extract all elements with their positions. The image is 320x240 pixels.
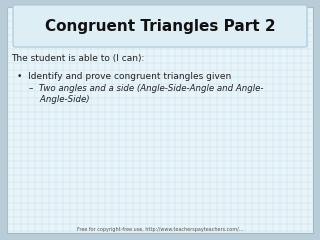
Text: Free for copyright-free use, http://www.teacherspayteachers.com/...: Free for copyright-free use, http://www.… [77,227,243,232]
Text: Congruent Triangles Part 2: Congruent Triangles Part 2 [45,18,275,34]
Text: •  Identify and prove congruent triangles given: • Identify and prove congruent triangles… [17,72,231,81]
FancyBboxPatch shape [7,7,313,233]
FancyBboxPatch shape [13,5,307,47]
Text: Angle-Side): Angle-Side) [29,95,90,104]
Text: –  Two angles and a side (Angle-Side-Angle and Angle-: – Two angles and a side (Angle-Side-Angl… [29,84,263,93]
Text: The student is able to (I can):: The student is able to (I can): [11,54,144,63]
